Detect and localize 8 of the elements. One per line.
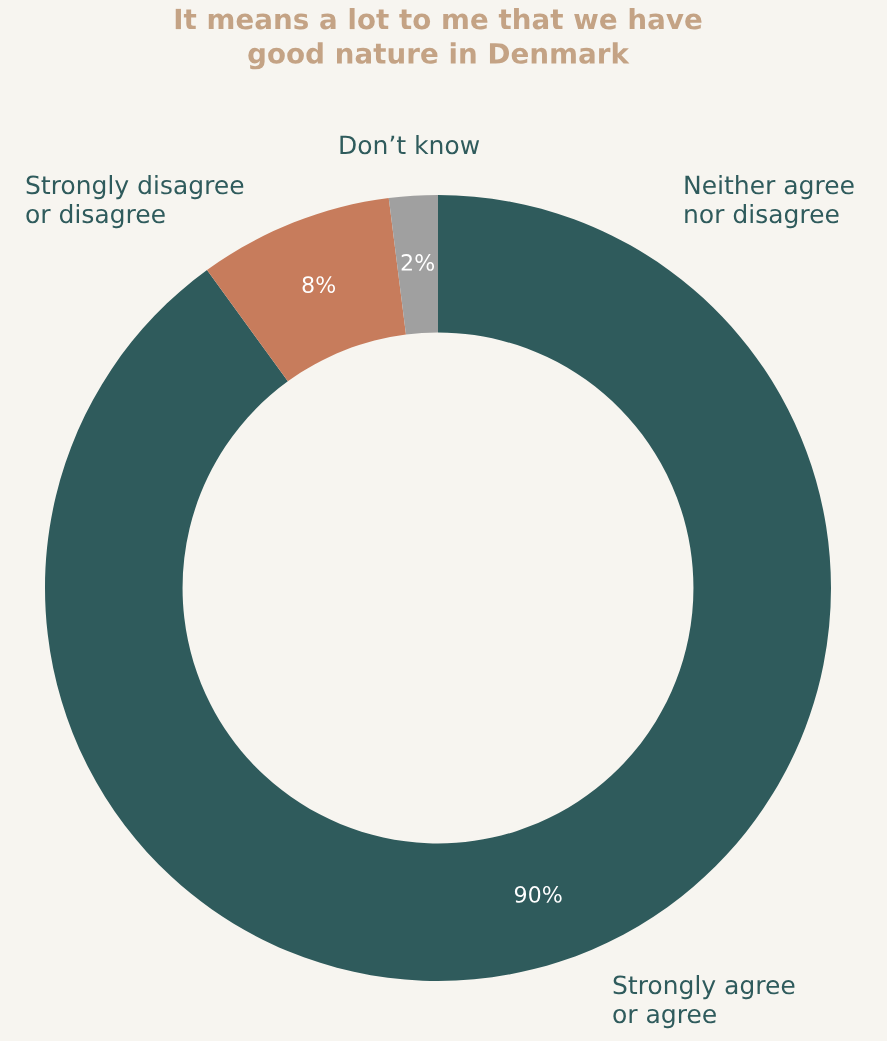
slice-label: Don’t know bbox=[340, 135, 480, 155]
data-label: 2% bbox=[401, 254, 435, 271]
category-label: Neither agree nor disagree bbox=[685, 175, 854, 229]
data-label: 90% bbox=[514, 886, 562, 903]
slice-label: Strongly agree or agree bbox=[613, 975, 795, 1029]
data-label: 8% bbox=[302, 276, 336, 293]
chart-title: It means a lot to me that we have good nature in Denmark bbox=[175, 8, 702, 70]
slice-label: Strongly disagree or disagree bbox=[26, 175, 244, 229]
